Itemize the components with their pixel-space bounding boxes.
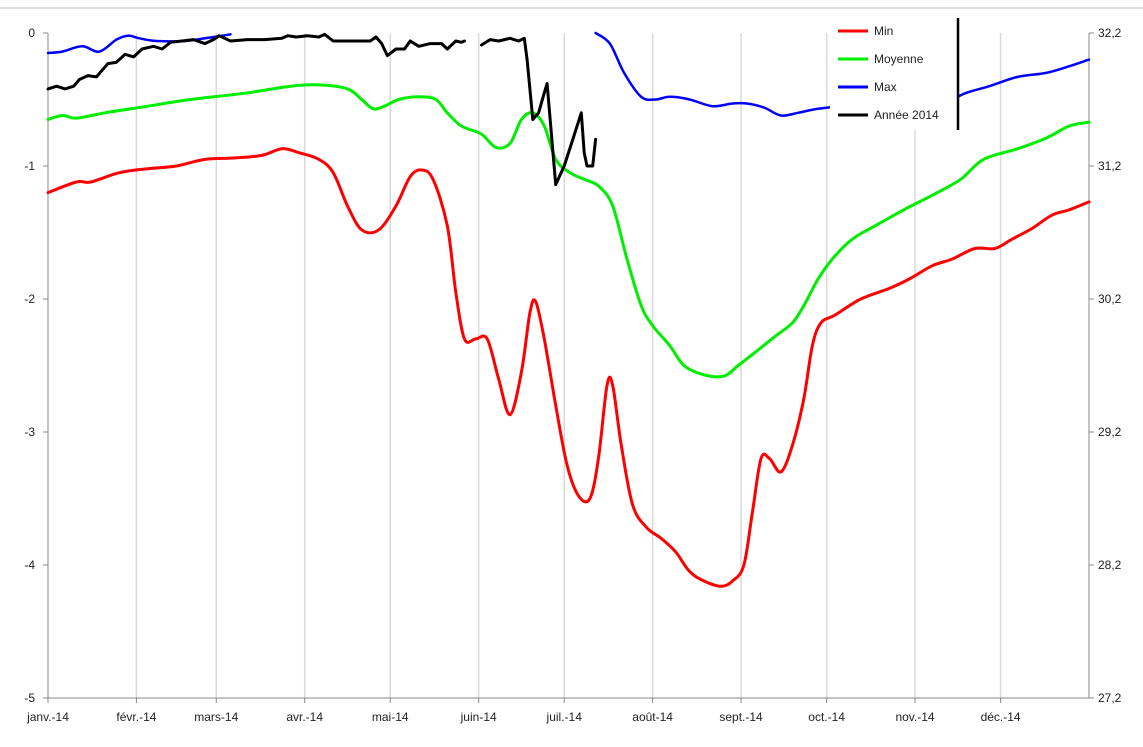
left-y-tick-label: -2 [24,292,35,306]
left-y-tick-label: -1 [24,159,35,173]
x-tick-label: mai-14 [372,710,409,724]
right-y-tick-label: 31,2 [1098,159,1122,173]
right-y-tick-label: 29,2 [1098,425,1122,439]
left-y-tick-label: -5 [24,691,35,705]
right-y-tick-label: 32,2 [1098,26,1122,40]
vertical-gridlines [135,33,1002,698]
x-tick-label: sept.-14 [719,710,763,724]
x-tick-label: juin-14 [460,710,497,724]
left-y-tick-label: 0 [28,26,35,40]
axes: janv.-14 févr.-14 mars-14 avr.-14 mai-14 juin… [24,26,1121,724]
x-tick-label: févr.-14 [116,710,156,724]
series-line-min [46,147,1091,588]
series-line-annee-2014 [46,32,466,91]
series-line-moyenne [46,83,1091,379]
x-tick-label: janv.-14 [26,710,69,724]
right-y-tick-label: 27,2 [1098,691,1122,705]
x-tick-label: juil.-14 [546,710,583,724]
series-lines [46,31,1091,588]
legend-box [830,18,958,130]
right-y-tick-label: 28,2 [1098,558,1122,572]
series-line-max [594,31,1091,117]
x-tick-label: avr.-14 [286,710,323,724]
legend-label: Min [874,24,893,38]
legend-label: Moyenne [874,52,924,66]
left-y-tick-label: -3 [24,425,35,439]
series-line-annee-2014 [480,36,598,187]
legend: Min Moyenne Max Année 2014 [830,18,960,130]
x-tick-label: août-14 [632,710,673,724]
legend-label: Max [874,80,897,94]
legend-label: Année 2014 [874,108,939,122]
x-tick-label: oct.-14 [808,710,845,724]
left-y-tick-label: -4 [24,558,35,572]
x-tick-label: nov.-14 [895,710,934,724]
x-tick-label: mars-14 [194,710,238,724]
right-y-tick-label: 30,2 [1098,292,1122,306]
x-tick-label: déc.-14 [981,710,1021,724]
